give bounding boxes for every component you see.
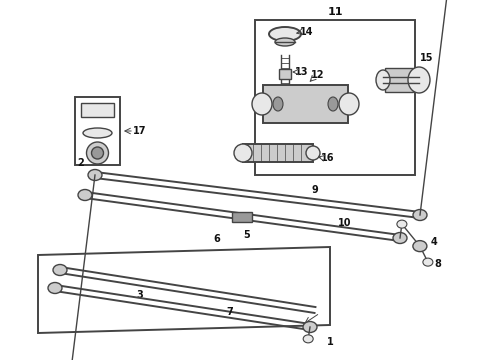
Bar <box>385 68 413 92</box>
Text: 2: 2 <box>77 158 84 168</box>
Ellipse shape <box>408 67 430 93</box>
Ellipse shape <box>328 97 338 111</box>
Bar <box>81 103 114 117</box>
Text: 14: 14 <box>300 27 314 37</box>
Circle shape <box>92 147 103 159</box>
Text: 7: 7 <box>227 307 233 317</box>
Ellipse shape <box>252 93 272 115</box>
Text: 10: 10 <box>338 218 352 228</box>
Ellipse shape <box>376 70 390 90</box>
Bar <box>75 97 120 165</box>
Text: 16: 16 <box>321 153 335 163</box>
Ellipse shape <box>234 144 252 162</box>
Ellipse shape <box>397 220 407 228</box>
Bar <box>243 144 313 162</box>
Text: 6: 6 <box>214 234 220 244</box>
Ellipse shape <box>78 189 92 201</box>
Ellipse shape <box>275 38 295 46</box>
Text: 15: 15 <box>420 53 434 63</box>
Text: 17: 17 <box>133 126 147 136</box>
Ellipse shape <box>339 93 359 115</box>
Ellipse shape <box>48 283 62 293</box>
Ellipse shape <box>53 265 67 275</box>
Ellipse shape <box>423 258 433 266</box>
Text: 11: 11 <box>327 7 343 17</box>
Ellipse shape <box>303 335 313 343</box>
Text: 13: 13 <box>295 67 309 77</box>
Polygon shape <box>38 247 330 333</box>
Ellipse shape <box>413 210 427 220</box>
Text: 3: 3 <box>137 290 144 300</box>
Ellipse shape <box>88 170 102 180</box>
Text: 12: 12 <box>311 70 324 80</box>
Ellipse shape <box>269 27 301 41</box>
Ellipse shape <box>303 321 317 333</box>
Circle shape <box>87 142 108 164</box>
Bar <box>232 212 252 222</box>
Bar <box>279 69 291 79</box>
Ellipse shape <box>393 233 407 243</box>
Bar <box>263 85 348 123</box>
Text: 9: 9 <box>312 185 318 195</box>
Text: 5: 5 <box>244 230 250 240</box>
Ellipse shape <box>273 97 283 111</box>
Text: 8: 8 <box>435 259 441 269</box>
Text: 1: 1 <box>327 337 333 347</box>
Text: 4: 4 <box>431 237 437 247</box>
Ellipse shape <box>413 240 427 252</box>
Ellipse shape <box>306 146 320 160</box>
Bar <box>255 20 415 175</box>
Ellipse shape <box>83 128 112 138</box>
